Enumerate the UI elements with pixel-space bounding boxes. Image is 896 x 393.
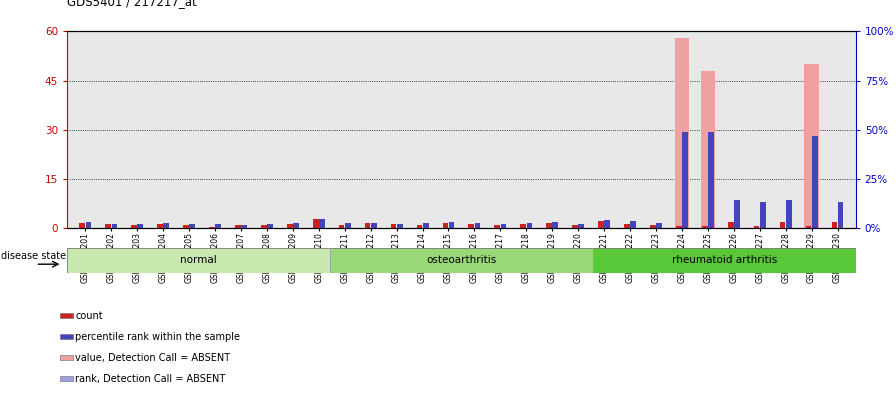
Bar	[86, 222, 91, 228]
Text: rank, Detection Call = ABSENT: rank, Detection Call = ABSENT	[75, 374, 226, 384]
Bar	[80, 223, 85, 228]
Bar	[805, 64, 819, 228]
Bar	[527, 223, 532, 228]
Bar	[423, 223, 428, 228]
Bar	[443, 223, 448, 228]
Bar	[806, 226, 812, 228]
Bar	[183, 225, 189, 228]
Bar	[702, 226, 708, 228]
Text: count: count	[75, 311, 103, 321]
Bar	[106, 224, 111, 228]
Bar	[831, 222, 837, 228]
Bar	[838, 202, 843, 228]
Bar	[235, 225, 241, 228]
Bar	[593, 248, 856, 273]
Bar	[261, 225, 267, 228]
Bar	[391, 224, 396, 228]
Bar	[365, 223, 370, 228]
Bar	[209, 227, 215, 228]
Bar	[313, 219, 318, 228]
Bar	[521, 224, 526, 228]
Bar	[397, 224, 402, 228]
Bar	[656, 223, 662, 228]
Text: normal: normal	[180, 255, 217, 265]
Bar	[287, 224, 293, 228]
Bar	[547, 223, 552, 228]
Bar	[760, 202, 766, 228]
Bar	[449, 222, 454, 228]
Bar	[605, 220, 610, 228]
Bar	[61, 313, 73, 318]
Text: value, Detection Call = ABSENT: value, Detection Call = ABSENT	[75, 353, 230, 363]
Bar	[553, 222, 558, 228]
Bar	[163, 223, 169, 228]
Bar	[189, 224, 195, 228]
Bar	[330, 248, 593, 273]
Bar	[131, 225, 137, 228]
Bar	[417, 225, 422, 228]
Bar	[61, 376, 73, 381]
Bar	[475, 223, 480, 228]
Bar	[579, 224, 584, 228]
Bar	[650, 225, 656, 228]
Bar	[812, 136, 817, 228]
Text: disease state: disease state	[1, 252, 66, 261]
Bar	[780, 222, 786, 228]
Bar	[573, 225, 578, 228]
Bar	[469, 224, 474, 228]
Bar	[495, 225, 500, 228]
Bar	[701, 71, 715, 228]
Text: osteoarthritis: osteoarthritis	[426, 255, 496, 265]
Bar	[682, 132, 688, 228]
Bar	[786, 200, 792, 228]
Bar	[319, 219, 324, 228]
Bar	[708, 132, 714, 228]
Bar	[676, 226, 682, 228]
Bar	[61, 355, 73, 360]
Bar	[734, 200, 740, 228]
Bar	[728, 222, 734, 228]
Bar	[630, 221, 636, 228]
Text: rheumatoid arthritis: rheumatoid arthritis	[672, 255, 777, 265]
Text: GDS5401 / 217217_at: GDS5401 / 217217_at	[67, 0, 197, 8]
Bar	[599, 221, 604, 228]
Bar	[67, 248, 330, 273]
Bar	[61, 334, 73, 339]
Bar	[137, 224, 143, 228]
Bar	[157, 224, 163, 228]
Bar	[345, 223, 350, 228]
Text: percentile rank within the sample: percentile rank within the sample	[75, 332, 240, 342]
Bar	[241, 225, 247, 228]
Bar	[675, 38, 689, 228]
Bar	[267, 224, 273, 228]
Bar	[371, 223, 376, 228]
Bar	[339, 225, 344, 228]
Bar	[111, 224, 117, 228]
Bar	[624, 224, 630, 228]
Bar	[754, 226, 760, 228]
Bar	[293, 223, 298, 228]
Bar	[215, 224, 221, 228]
Bar	[501, 224, 506, 228]
